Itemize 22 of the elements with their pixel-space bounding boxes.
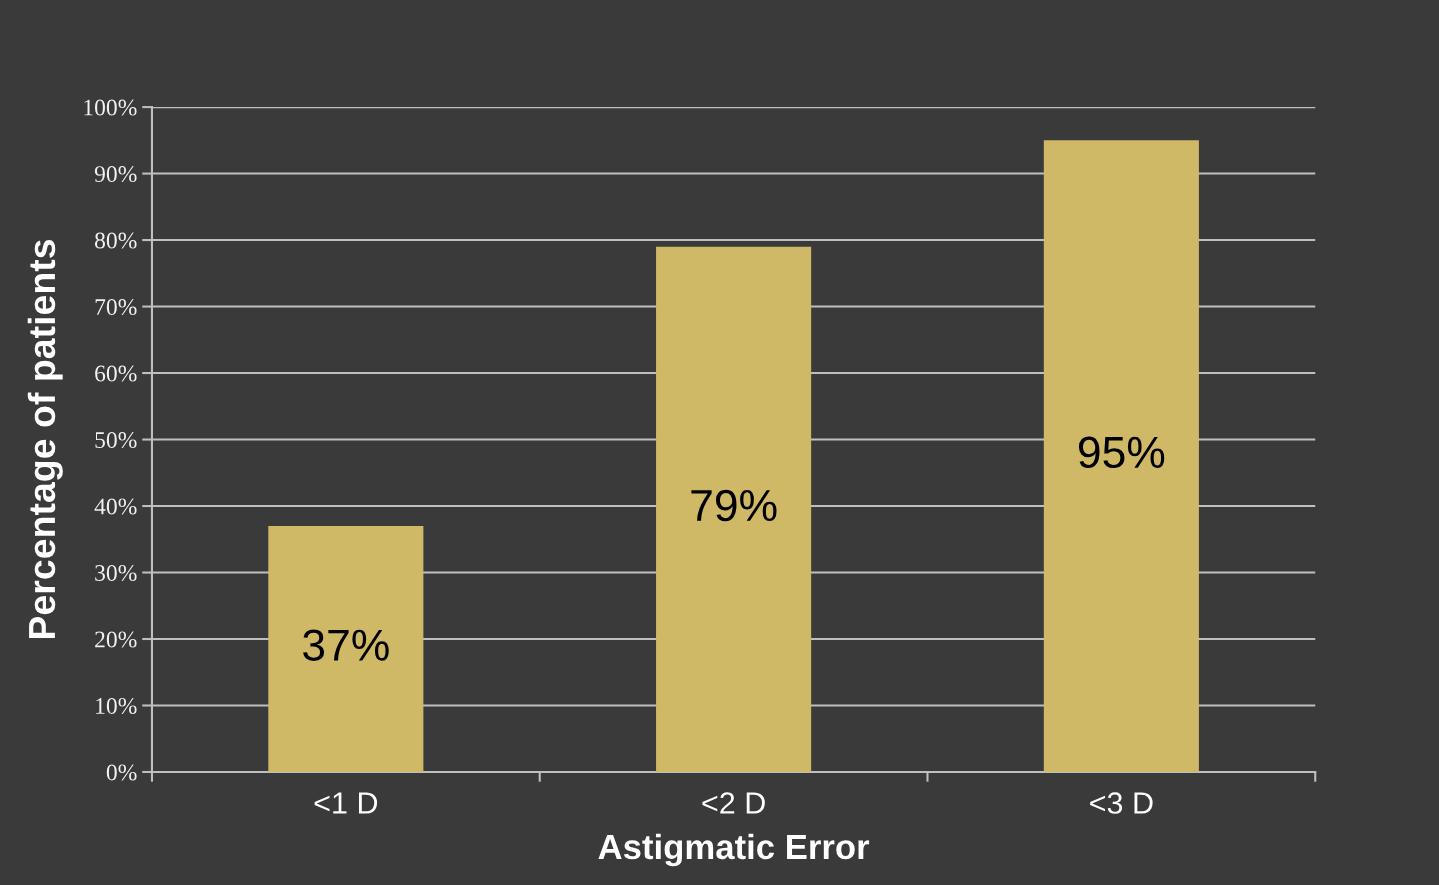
y-tick-label: 90% xyxy=(94,166,137,183)
y-tick-label: 50% xyxy=(95,432,137,449)
bar xyxy=(268,525,424,772)
y-tick-label: 20% xyxy=(95,631,137,648)
y-tick-label: 40% xyxy=(94,498,137,515)
y-tick-label: 30% xyxy=(95,565,137,582)
x-tick-label: <2 D xyxy=(702,792,765,814)
y-axis-title: Percentage of patients xyxy=(27,239,63,639)
y-tick-label: 100% xyxy=(84,99,137,116)
data-label: 95% xyxy=(1078,436,1165,469)
data-label: 37% xyxy=(303,629,389,661)
bar xyxy=(656,246,812,772)
x-axis-title: Astigmatic Error xyxy=(598,833,870,867)
x-tick-label: <3 D xyxy=(1090,792,1153,814)
y-tick-label: 60% xyxy=(95,365,137,382)
data-label: 79% xyxy=(691,489,777,522)
y-tick-label: 0% xyxy=(106,764,137,781)
bar xyxy=(1043,140,1199,772)
y-tick-label: 70% xyxy=(95,299,137,316)
y-tick-label: 80% xyxy=(95,232,137,249)
x-tick-label: <1 D xyxy=(314,792,378,814)
y-tick-label: 10% xyxy=(96,697,137,714)
